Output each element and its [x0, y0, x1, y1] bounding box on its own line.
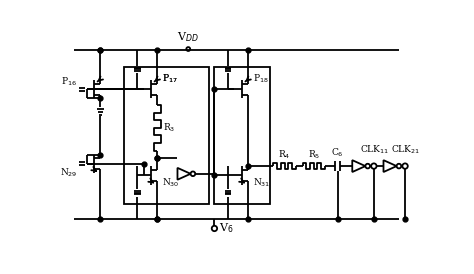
Text: R$_4$: R$_4$ — [278, 148, 291, 161]
Text: V$_{DD}$: V$_{DD}$ — [177, 30, 199, 44]
Text: R$_5$: R$_5$ — [308, 148, 320, 161]
Text: C$_6$: C$_6$ — [331, 147, 344, 159]
Text: CLK$_{11}$: CLK$_{11}$ — [360, 144, 389, 156]
Text: P$_{16}$: P$_{16}$ — [62, 75, 77, 88]
Text: P$_{17}$: P$_{17}$ — [162, 72, 178, 85]
Bar — [214, 67, 270, 204]
Text: N$_{30}$: N$_{30}$ — [162, 177, 180, 189]
Text: N$_{31}$: N$_{31}$ — [253, 177, 270, 189]
Text: R$_3$: R$_3$ — [163, 122, 175, 134]
Text: V$_6$: V$_6$ — [219, 222, 234, 235]
Bar — [124, 67, 209, 204]
Text: P$_{17}$: P$_{17}$ — [162, 72, 178, 85]
Text: CLK$_{21}$: CLK$_{21}$ — [391, 144, 420, 156]
Text: N$_{29}$: N$_{29}$ — [60, 167, 77, 179]
Text: P$_{18}$: P$_{18}$ — [253, 72, 269, 85]
